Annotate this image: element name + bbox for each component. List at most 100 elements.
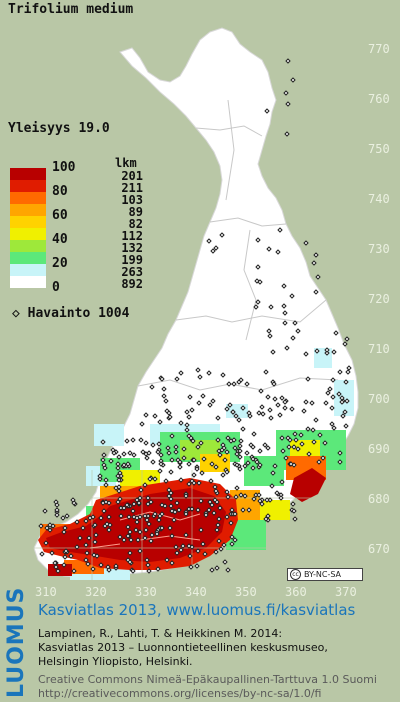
observation-marker [144,557,150,563]
observation-marker [303,399,309,405]
observation-marker [342,409,348,415]
observation-marker [173,544,179,550]
observation-marker [242,493,248,499]
observation-marker [305,376,311,382]
observation-marker [199,470,205,476]
observation-marker [250,456,256,462]
observation-marker [266,328,272,334]
observation-marker [256,492,262,498]
observation-marker [256,410,262,416]
observation-marker [127,550,133,556]
observation-marker [159,502,165,508]
y-tick: 730 [368,242,390,256]
observation-marker [207,402,213,408]
observation-marker [298,432,304,438]
observation-marker [166,450,172,456]
observation-marker [186,481,192,487]
observation-marker [104,521,110,527]
observation-marker [244,381,250,387]
legend-swatch [10,240,46,252]
observation-marker [168,490,174,496]
observation-marker [200,393,206,399]
observation-marker [187,394,193,400]
x-tick: 350 [235,585,257,599]
observation-marker [272,396,278,402]
observation-marker [61,562,67,568]
y-tick: 760 [368,92,390,106]
observation-marker [140,449,146,455]
observation-marker [291,508,297,514]
observation-marker [268,304,274,310]
citation-line-2: Kasviatlas 2013 – Luonnontieteellinen ke… [38,641,328,654]
observation-marker [152,476,158,482]
license-badge[interactable]: cc BY-NC-SA [287,568,363,581]
observation-marker [215,522,221,528]
observation-marker [121,462,127,468]
license-url[interactable]: http://creativecommons.org/licenses/by-n… [38,687,322,700]
observation-marker [173,444,179,450]
observation-marker [272,463,278,469]
observation-marker [186,414,192,420]
observation-marker [115,465,121,471]
observation-marker [329,405,335,411]
observation-marker [265,394,271,400]
observation-marker [178,370,184,376]
observation-marker [130,508,136,514]
observation-marker [128,537,134,543]
observation-marker [267,333,273,339]
observation-marker [135,537,141,543]
observation-marker [142,513,148,519]
observation-marker [49,550,55,556]
observation-marker [285,435,291,441]
observation-marker [295,446,301,452]
observation-marker [74,519,80,525]
observation-marker [225,494,231,500]
observation-marker [313,252,319,258]
observation-marker [224,469,230,475]
observation-marker [220,372,226,378]
observation-marker [330,394,336,400]
legend-count: 263 [121,265,143,279]
observation-marker [155,449,161,455]
legend-swatch [10,192,46,204]
observation-marker [206,238,212,244]
observation-marker [233,413,239,419]
observation-marker [275,249,281,255]
observation-marker [209,567,215,573]
legend-swatch [10,180,46,192]
observation-marker [93,532,99,538]
observation-marker [42,508,48,514]
observation-marker [245,460,251,466]
observation-marker [158,452,164,458]
observation-marker [262,442,268,448]
observation-marker [139,421,145,427]
observation-marker [240,507,246,513]
observation-marker [303,351,309,357]
observation-marker [190,438,196,444]
kasviatlas-link[interactable]: Kasviatlas 2013, www.luomus.fi/kasviatla… [38,601,356,619]
observation-marker [168,503,174,509]
observation-marker [233,494,239,500]
observation-marker [98,515,104,521]
observation-marker [200,541,206,547]
observation-marker [181,455,187,461]
legend-swatch [10,228,46,240]
observation-marker [191,457,197,463]
legend-swatch [10,204,46,216]
observation-marker [147,476,153,482]
observation-marker [313,417,319,423]
legend-label: 60 [52,208,68,223]
observation-marker [189,506,195,512]
observation-marker [270,349,276,355]
observation-marker [322,440,328,446]
observation-marker [305,426,311,432]
observation-marker [54,507,60,513]
legend-count: 89 [128,205,143,219]
observation-marker [133,527,139,533]
observation-marker [265,445,271,451]
legend-label: 80 [52,184,68,199]
observation-marker [284,131,290,137]
observation-marker [148,499,154,505]
observation-marker [259,404,265,410]
observation-marker [231,437,237,443]
